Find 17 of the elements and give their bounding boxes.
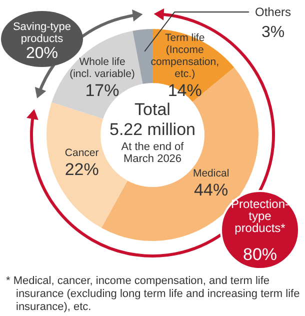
data-label: 17% <box>85 80 120 100</box>
text: Saving-type products <box>12 21 72 45</box>
data-label: 44% <box>194 180 228 200</box>
text: Total <box>134 100 170 119</box>
slice-label: Medical <box>192 167 230 180</box>
donut-slice <box>132 29 152 84</box>
slice-label: Others <box>254 5 292 19</box>
text: * Medical, cancer, income compensation, and term life insurance (excluding long term life and increasing term life insurance), etc. <box>6 275 301 314</box>
text: Protection-type products* <box>230 197 290 235</box>
slice-label: Whole life (incl. variable) <box>70 56 135 80</box>
data-label: 3% <box>261 24 285 41</box>
text: 20% <box>26 45 58 62</box>
slice-label: Cancer <box>64 146 100 159</box>
text: At the end of March 2026 <box>121 141 185 165</box>
text: 80% <box>242 245 278 264</box>
text: 5.22 million <box>110 120 196 139</box>
data-label: 22% <box>64 160 99 179</box>
